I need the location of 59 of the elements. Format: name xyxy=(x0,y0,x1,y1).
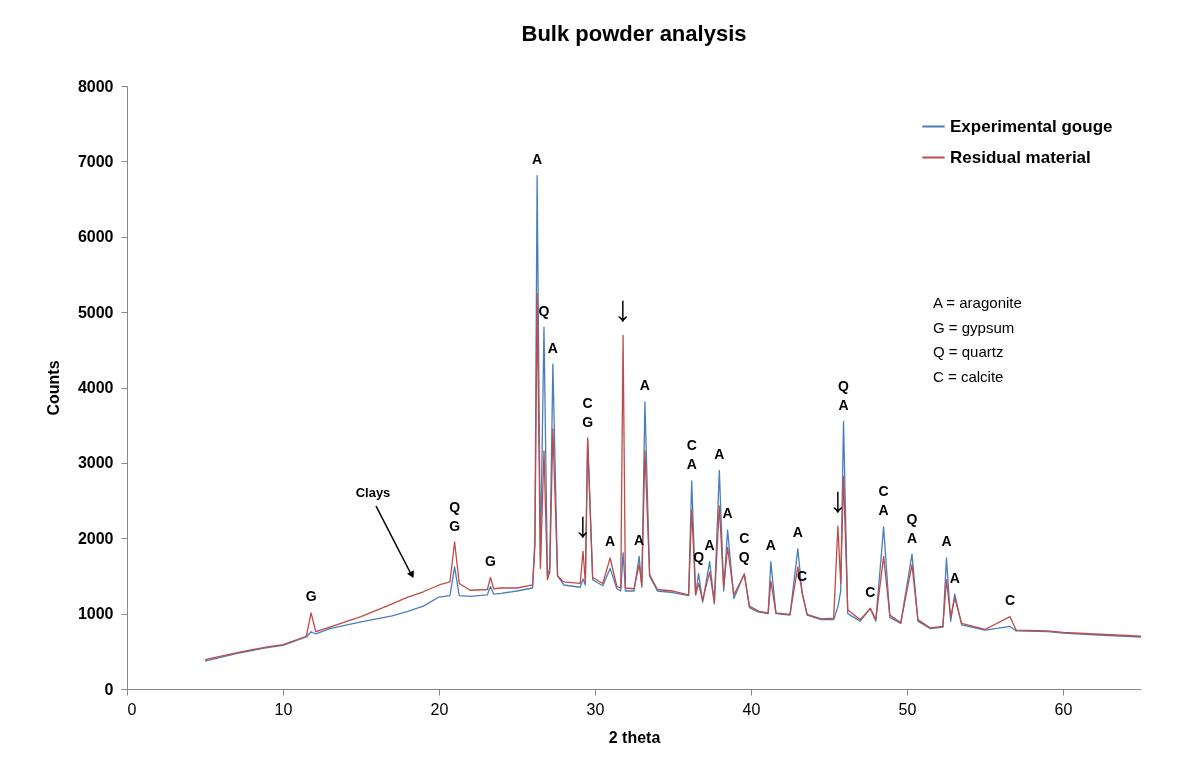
annotation: G xyxy=(305,588,317,605)
annotation: A xyxy=(639,377,650,394)
x-axis-title: 2 theta xyxy=(608,728,661,746)
annotation: A xyxy=(704,537,715,554)
annotation: A xyxy=(906,529,918,546)
legend-label: Residual material xyxy=(950,147,1091,167)
y-tick-label: 1000 xyxy=(77,605,114,623)
y-tick-label: 8000 xyxy=(77,77,114,95)
x-tick-label: 20 xyxy=(430,700,449,718)
annotation: A xyxy=(722,505,733,522)
annotation: A xyxy=(949,569,960,586)
annotation: A xyxy=(605,533,616,550)
annotation: G xyxy=(449,517,461,534)
annotation: C xyxy=(878,483,889,500)
annotation: C = calcite xyxy=(933,367,1004,385)
chart-title: Bulk powder analysis xyxy=(521,21,747,46)
y-tick-label: 0 xyxy=(104,680,114,698)
annotation: Q xyxy=(838,377,850,394)
legend-label: Experimental gouge xyxy=(950,116,1113,136)
y-tick-label: 7000 xyxy=(77,152,114,170)
annotation: A = aragonite xyxy=(933,294,1022,311)
annotation: A xyxy=(878,502,889,519)
x-tick-label: 50 xyxy=(898,700,917,718)
x-tick-label: 10 xyxy=(274,700,293,718)
x-tick-label: 60 xyxy=(1054,700,1073,718)
x-tick-label: 0 xyxy=(127,700,137,718)
annotation: Q xyxy=(538,302,550,319)
annotation: A xyxy=(532,151,543,168)
line-series xyxy=(204,292,1142,661)
annotation: A xyxy=(792,524,803,541)
y-axis-title: Counts xyxy=(44,360,62,416)
annotation: ↓ xyxy=(614,288,633,330)
annotation: A xyxy=(765,537,776,554)
annotation: C xyxy=(582,394,593,411)
x-tick-label: 30 xyxy=(586,700,605,718)
annotation: A xyxy=(941,533,952,550)
annotation: A xyxy=(686,456,697,473)
annotation: Q = quartz xyxy=(933,343,1004,360)
annotation: C xyxy=(686,437,697,454)
x-tick-label: 40 xyxy=(742,700,761,718)
annotation: A xyxy=(838,396,849,413)
annotation: A xyxy=(714,445,725,462)
y-tick-label: 4000 xyxy=(77,379,114,396)
y-tick-label: 3000 xyxy=(77,454,114,472)
y-tick-label: 2000 xyxy=(77,529,114,547)
annotation: Clays xyxy=(355,485,391,500)
annotation: A xyxy=(547,339,558,356)
annotation: C xyxy=(1004,592,1016,609)
annotation: G xyxy=(485,552,497,569)
annotation: G = gypsum xyxy=(933,318,1015,336)
annotation: C xyxy=(739,530,750,547)
y-tick-label: 5000 xyxy=(77,303,114,321)
annotation: Q xyxy=(906,510,918,527)
y-tick-label: 6000 xyxy=(77,228,114,246)
annotation: ↓ xyxy=(828,479,847,521)
annotation: C xyxy=(865,583,876,600)
annotation: Q xyxy=(449,498,461,515)
annotation: G xyxy=(582,413,594,430)
annotation: Q xyxy=(738,549,750,566)
